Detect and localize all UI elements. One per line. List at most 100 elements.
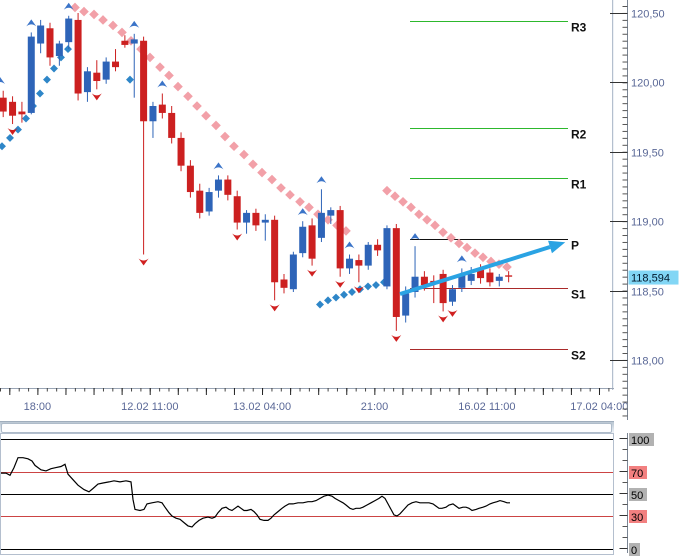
candle-body [9, 101, 17, 116]
trend-arrow-shaft [399, 245, 551, 296]
candle-body [102, 61, 110, 80]
rsi-line [1, 457, 510, 528]
sar-dot-above [267, 174, 277, 185]
time-axis[interactable]: 18:00 12.02 11:00 13.02 04:00 21:00 16.02 11… [0, 388, 686, 421]
sar-dot-below [126, 75, 134, 84]
candle-body [495, 276, 503, 281]
sar-dot-below [22, 114, 30, 123]
time-label: 18:00 [24, 401, 52, 413]
pivot-label-R3: R3 [571, 21, 587, 35]
sar-dot-above [295, 196, 305, 207]
horizontal-scrollbar-thumb[interactable] [1, 423, 612, 433]
sar-dot-above [117, 27, 127, 38]
fractal-down-icon [269, 304, 280, 312]
chart-right-border [612, 0, 613, 390]
indicator-level-label: 70 [631, 468, 643, 480]
time-label: 21:00 [361, 401, 389, 413]
sar-dot-above [285, 190, 295, 200]
sar-dot-above [276, 183, 286, 193]
rsi-indicator-subwindow[interactable] [0, 433, 614, 555]
fractal-up-icon [344, 241, 355, 249]
sar-dot-above [257, 167, 267, 178]
candle-body [0, 97, 7, 112]
price-axis[interactable]: 120,50 120,00 119,50 119,00 118,50 118,00 118,… [610, 0, 686, 557]
price-label: 120,50 [631, 9, 665, 21]
horizontal-scrollbar-track[interactable] [0, 421, 614, 433]
indicator-level-label: 30 [631, 512, 643, 524]
fractal-up-icon [157, 80, 168, 88]
sar-dot-above [382, 185, 392, 196]
sar-dot-above [89, 9, 99, 20]
fractal-down-icon [353, 286, 364, 294]
candle-body [458, 273, 466, 288]
sar-dot-above [462, 242, 472, 253]
fractal-up-icon [129, 20, 140, 28]
candle-body [477, 269, 485, 279]
sar-dot-above [229, 141, 239, 152]
sar-dot-below [316, 300, 324, 309]
price-chart-canvas[interactable]: R3 R2 R1 P S1 S2 [0, 0, 614, 390]
fractal-down-icon [447, 309, 458, 317]
candle-body [83, 71, 91, 93]
sar-dot-above [438, 227, 448, 238]
candle-body [420, 276, 428, 286]
fractal-down-icon [335, 280, 346, 288]
fractal-up-icon [63, 2, 74, 10]
candle-body [280, 279, 288, 288]
candle-body [37, 25, 45, 44]
sar-dot-above [390, 191, 400, 202]
candle-body [168, 112, 176, 138]
candle-body [74, 19, 82, 94]
candle-body [93, 72, 101, 82]
candle-body [336, 210, 344, 269]
candle-body [402, 293, 410, 316]
candle-body [439, 273, 447, 304]
candle-body [149, 105, 157, 122]
candle-body [346, 258, 354, 269]
fractal-up-icon [297, 208, 308, 216]
sar-dot-above [248, 159, 258, 170]
price-label: 119,50 [631, 148, 664, 160]
sar-dot-above [98, 15, 108, 25]
sar-dot-above [79, 6, 89, 17]
time-label: 13.02 04:00 [233, 401, 291, 413]
indicator-level-chip [629, 543, 640, 556]
sar-dot-below [0, 142, 6, 151]
candle-body [214, 179, 222, 191]
time-label: 12.02 11:00 [121, 401, 178, 413]
indicator-level-chip [629, 433, 654, 446]
sar-dot-below [348, 288, 356, 296]
sar-dot-above [502, 262, 512, 272]
pivot-label-S1: S1 [571, 288, 586, 302]
sar-dot-above [406, 202, 416, 213]
indicator-level-label: 0 [631, 545, 637, 557]
candle-body [448, 289, 456, 302]
candle-body [205, 192, 213, 212]
price-label: 119,00 [631, 217, 664, 229]
fractal-up-icon [0, 77, 5, 84]
candle-body [55, 43, 63, 57]
candle-body [27, 36, 35, 113]
sar-dot-above [192, 101, 202, 111]
sar-dot-below [364, 282, 372, 291]
candle-body [158, 104, 166, 113]
sar-dot-above [398, 196, 408, 207]
time-label: 17.02 04:00 [570, 401, 628, 413]
candle-body [327, 210, 335, 216]
current-price-badge [628, 270, 679, 285]
pivot-label-P: P [571, 239, 579, 253]
sar-dot-above [155, 62, 165, 72]
candle-body [289, 254, 297, 290]
candle-body [46, 28, 54, 58]
candle-body [121, 40, 129, 45]
sar-dot-above [304, 202, 314, 213]
candle-body [252, 212, 260, 226]
sar-dot-above [470, 248, 480, 258]
sar-dot-below [36, 89, 44, 98]
candle-body [383, 228, 391, 287]
candle-body [233, 196, 241, 223]
pivot-label-R2: R2 [571, 128, 587, 142]
fractal-down-icon [91, 93, 102, 101]
candle-body [18, 111, 26, 115]
